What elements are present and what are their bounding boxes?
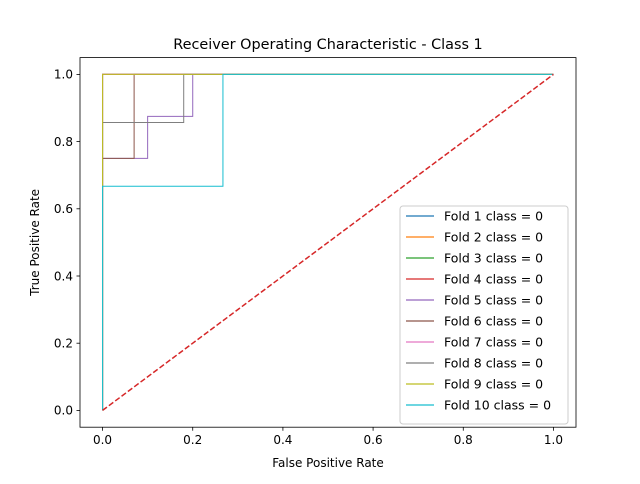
y-tick-label: 0.4 — [54, 269, 73, 283]
plot-frame — [79, 57, 577, 428]
chart-title: Receiver Operating Characteristic - Clas… — [173, 37, 482, 53]
roc-line-fold-10 — [102, 73, 554, 411]
chance-diagonal-line — [102, 73, 554, 412]
x-tick-label: 0.6 — [364, 433, 383, 447]
legend-label: Fold 3 class = 0 — [444, 251, 543, 266]
y-tick-label: 1.0 — [54, 68, 73, 82]
x-tick-label: 0.4 — [273, 433, 292, 447]
y-tick-label: 0.2 — [54, 337, 73, 351]
legend-label: Fold 10 class = 0 — [444, 398, 551, 413]
y-axis-label: True Positive Rate — [28, 189, 42, 297]
legend-label: Fold 2 class = 0 — [444, 230, 543, 245]
legend-label: Fold 9 class = 0 — [444, 377, 543, 392]
y-tick-label: 0.6 — [54, 202, 73, 216]
x-tick-label: 0.2 — [183, 433, 202, 447]
y-tick-label: 0.0 — [54, 404, 73, 418]
legend-box — [399, 205, 569, 425]
legend-label: Fold 8 class = 0 — [444, 356, 543, 371]
x-tick-label: 1.0 — [544, 433, 563, 447]
legend: Fold 1 class = 0 Fold 2 class = 0 Fold 3 c… — [399, 205, 569, 425]
x-tick-label: 0.0 — [93, 433, 112, 447]
legend-label: Fold 1 class = 0 — [444, 209, 543, 224]
x-tick-label: 0.8 — [454, 433, 473, 447]
legend-label: Fold 7 class = 0 — [444, 335, 543, 350]
y-tick-label: 0.8 — [54, 135, 73, 149]
legend-label: Fold 5 class = 0 — [444, 293, 543, 308]
legend-label: Fold 6 class = 0 — [444, 314, 543, 329]
x-axis-label: False Positive Rate — [272, 456, 384, 470]
legend-label: Fold 4 class = 0 — [444, 272, 543, 287]
